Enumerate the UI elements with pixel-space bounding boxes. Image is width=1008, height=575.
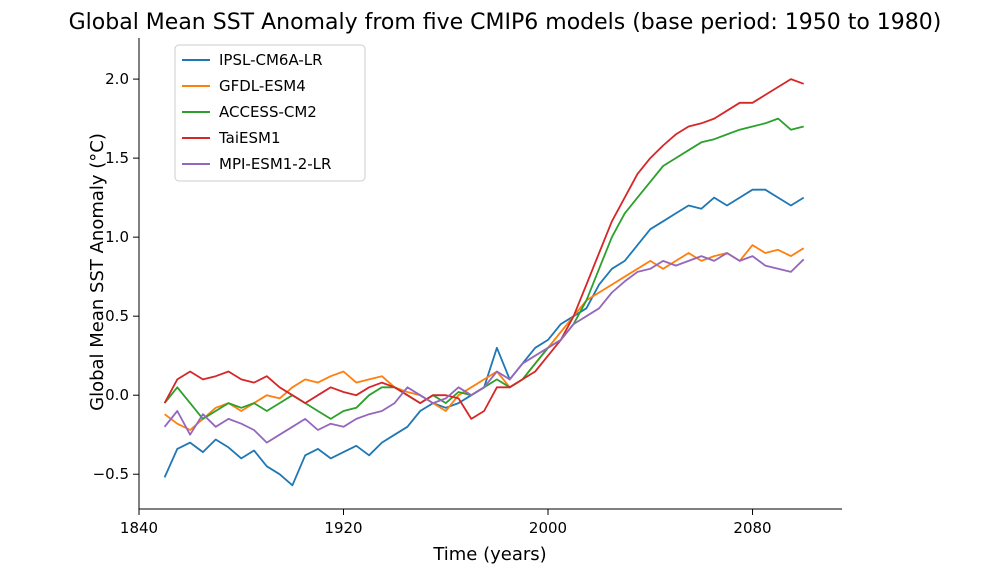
chart-title: Global Mean SST Anomaly from five CMIP6 … xyxy=(69,10,942,35)
series-line-ipsl-cm6a-lr xyxy=(163,188,805,487)
x-axis-label: Time (years) xyxy=(432,544,546,565)
series-line-mpi-esm1-2-lr xyxy=(163,252,805,444)
series-line-gfdl-esm4 xyxy=(164,244,805,431)
y-tick-label: 2.0 xyxy=(105,70,129,88)
y-tick-label: 1.0 xyxy=(105,228,129,246)
legend-label-ipsl-cm6a-lr: IPSL-CM6A-LR xyxy=(219,51,323,69)
legend-label-access-cm2: ACCESS-CM2 xyxy=(219,103,317,121)
legend-label-mpi-esm1-2-lr: MPI-ESM1-2-LR xyxy=(219,155,331,173)
legend: IPSL-CM6A-LR GFDL-ESM4 ACCESS-CM2 TaiESM1 MP… xyxy=(174,44,366,182)
x-ticks: 1840 1920 2000 2080 xyxy=(120,509,772,537)
y-ticks: −0.5 0.0 0.5 1.0 1.5 2.0 xyxy=(93,70,139,483)
y-tick-label: −0.5 xyxy=(93,465,129,483)
legend-label-gfdl-esm4: GFDL-ESM4 xyxy=(219,77,306,95)
y-tick-label: 1.5 xyxy=(105,149,129,167)
x-tick-label: 2080 xyxy=(733,519,771,537)
legend-box xyxy=(174,44,366,182)
axes xyxy=(138,38,842,510)
series-line-taiesm1 xyxy=(163,78,805,420)
legend-label-taiesm1: TaiESM1 xyxy=(218,129,281,147)
x-tick-label: 1840 xyxy=(120,519,158,537)
series-lines xyxy=(163,78,805,487)
y-tick-label: 0.0 xyxy=(105,386,129,404)
x-tick-label: 1920 xyxy=(324,519,362,537)
x-tick-label: 2000 xyxy=(529,519,567,537)
y-tick-label: 0.5 xyxy=(105,307,129,325)
y-axis-label: Global Mean SST Anomaly (°C) xyxy=(87,133,108,411)
